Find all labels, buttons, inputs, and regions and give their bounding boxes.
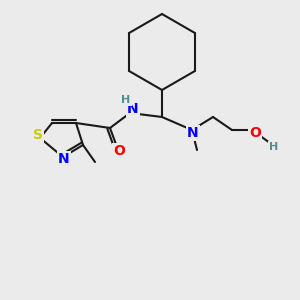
Text: H: H [122,95,130,105]
Text: O: O [113,144,125,158]
Text: H: H [269,142,279,152]
Text: N: N [187,126,199,140]
Text: O: O [249,126,261,140]
Text: N: N [58,152,70,166]
Text: S: S [33,128,43,142]
Text: N: N [127,102,139,116]
